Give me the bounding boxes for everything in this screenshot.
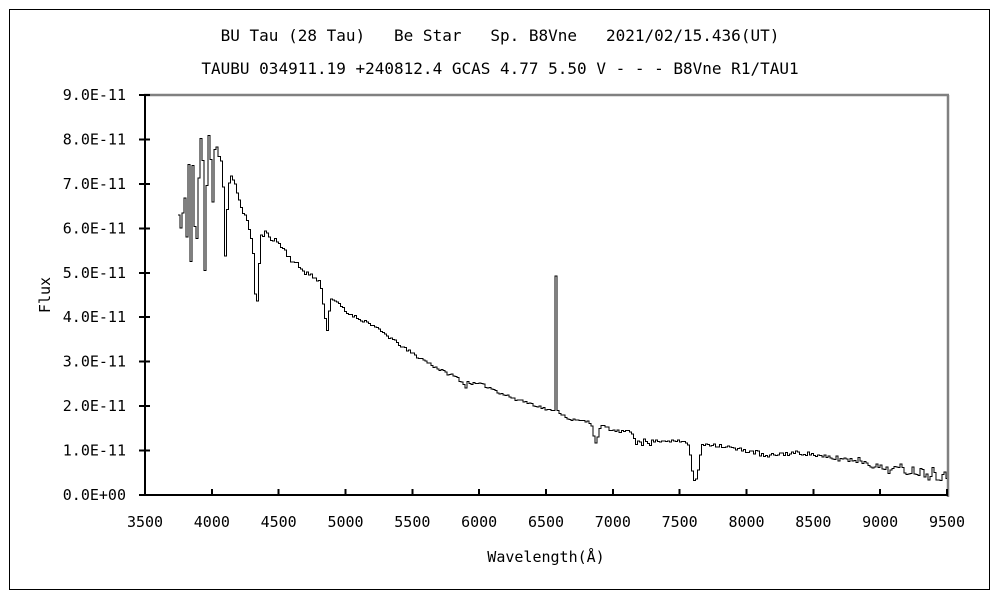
x-tick-label: 3500 (127, 513, 163, 531)
y-tick-label: 5.0E-11 (63, 264, 126, 282)
y-tick-label: 3.0E-11 (63, 353, 126, 371)
y-tick-label: 8.0E-11 (63, 130, 126, 148)
x-tick-label: 9500 (929, 513, 965, 531)
y-tick-label: 2.0E-11 (63, 397, 126, 415)
x-tick-label: 4000 (194, 513, 230, 531)
x-tick-label: 9000 (862, 513, 898, 531)
chart-title: BU Tau (28 Tau) Be Star Sp. B8Vne 2021/0… (220, 26, 780, 45)
x-tick-label: 6000 (461, 513, 497, 531)
y-tick-label: 0.0E+00 (63, 486, 126, 504)
y-tick-label: 9.0E-11 (63, 86, 126, 104)
x-axis-title: Wavelength(Å) (487, 548, 605, 566)
y-tick-label: 6.0E-11 (63, 219, 126, 237)
x-tick-label: 5500 (394, 513, 430, 531)
x-tick-label: 7000 (595, 513, 631, 531)
x-tick-label: 8000 (728, 513, 764, 531)
y-tick-label: 7.0E-11 (63, 175, 126, 193)
x-tick-label: 8500 (795, 513, 831, 531)
x-tick-label: 4500 (261, 513, 297, 531)
x-tick-label: 7500 (662, 513, 698, 531)
x-tick-label: 5000 (327, 513, 363, 531)
chart-subtitle: TAUBU 034911.19 +240812.4 GCAS 4.77 5.50… (201, 59, 799, 78)
spectrum-line (178, 134, 947, 482)
y-tick-label: 4.0E-11 (63, 308, 126, 326)
y-tick-label: 1.0E-11 (63, 442, 126, 460)
x-tick-label: 6500 (528, 513, 564, 531)
